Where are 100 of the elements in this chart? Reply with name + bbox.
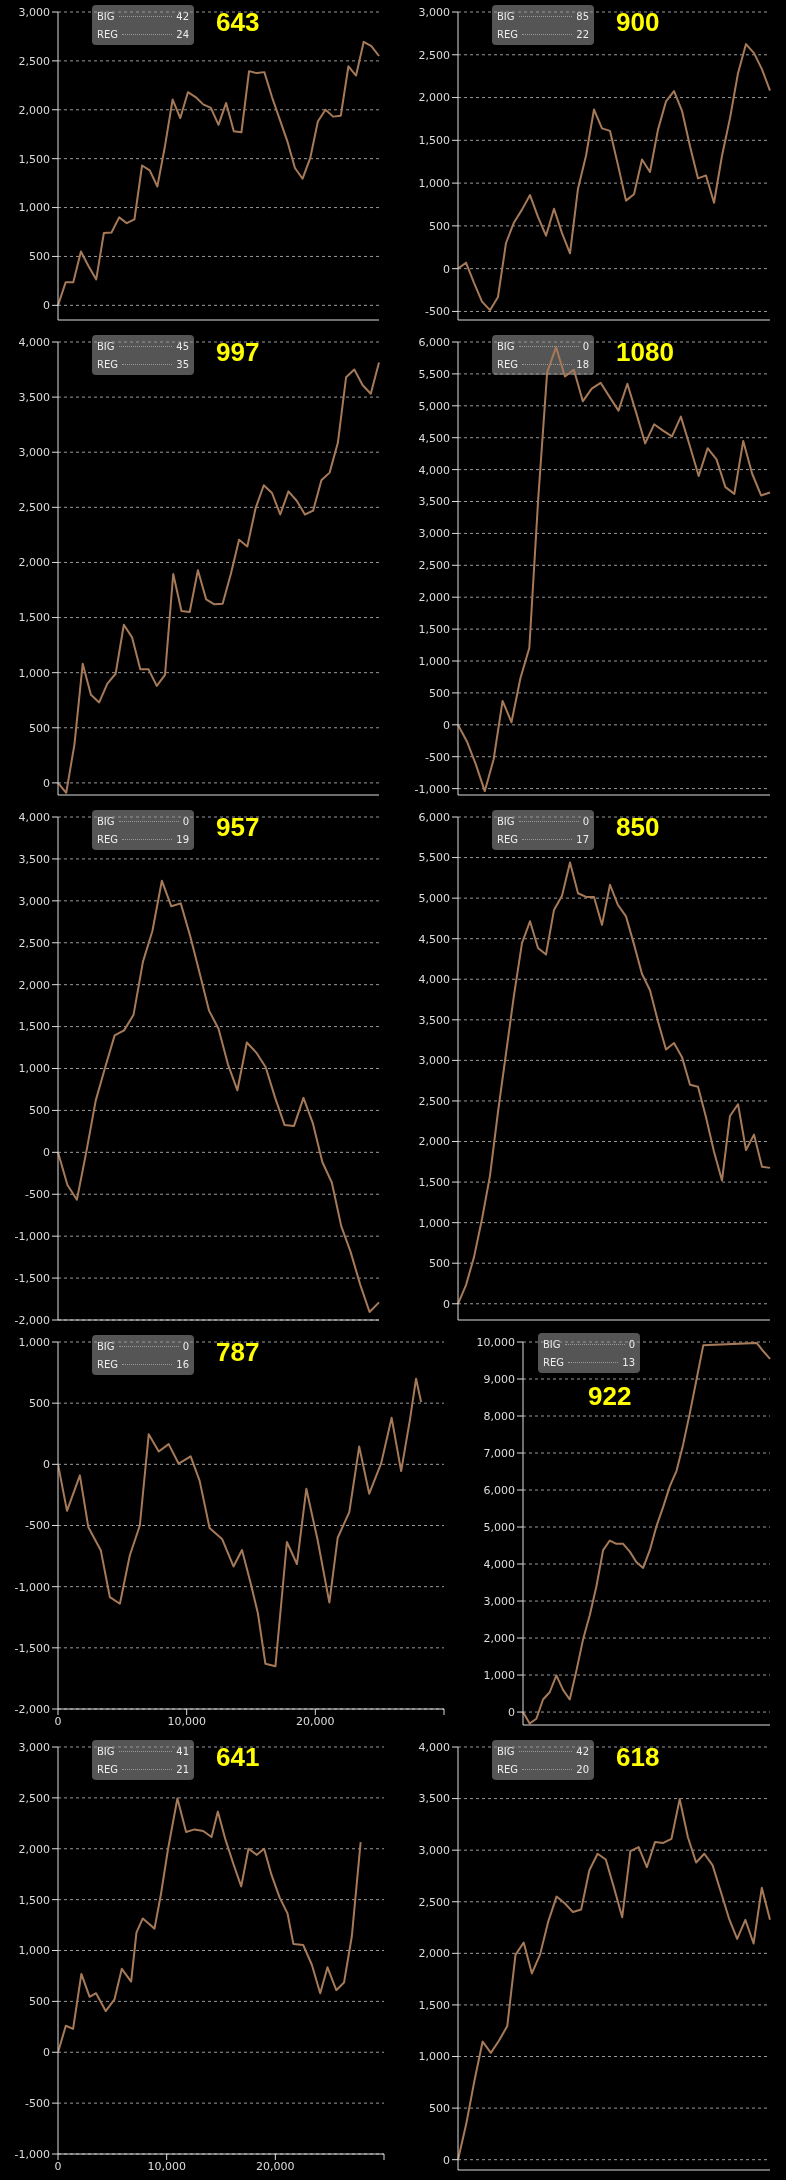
y-tick-label: 500	[429, 219, 450, 233]
y-tick-label: -1,000	[14, 1580, 50, 1594]
y-tick-label: 2,500	[18, 501, 50, 515]
y-tick-label: 2,000	[418, 91, 450, 105]
y-tick-label: 3,000	[418, 5, 450, 19]
annotation: 41	[176, 1745, 189, 1757]
annotation: 0	[582, 815, 589, 827]
y-tick-label: 0	[443, 262, 450, 276]
annotation: 900	[616, 6, 660, 39]
annotation: 0	[182, 1340, 189, 1352]
annotation: 19	[176, 833, 189, 845]
annotation: 22	[576, 28, 589, 40]
y-tick-label: 3,500	[18, 852, 50, 866]
x-tick-label: 10,000	[147, 2159, 186, 2173]
y-tick-label: 7,000	[483, 1446, 515, 1460]
y-tick-label: 3,000	[18, 1740, 50, 1754]
annotation: 42	[176, 10, 189, 22]
y-tick-label: 0	[43, 2046, 50, 2060]
annotation: 0	[628, 1338, 635, 1350]
y-tick-label: 0	[43, 1458, 50, 1472]
y-tick-label: 2,500	[418, 1094, 450, 1108]
y-tick-label: -2,000	[14, 1313, 50, 1327]
y-tick-label: 1,000	[18, 1062, 50, 1076]
y-tick-label: 9,000	[483, 1372, 515, 1386]
y-tick-label: 3,000	[418, 1844, 450, 1858]
y-tick-label: 2,500	[418, 48, 450, 62]
y-tick-label: 6,000	[483, 1483, 515, 1497]
y-tick-label: 500	[429, 2102, 450, 2115]
y-tick-label: 4,500	[418, 431, 450, 445]
y-tick-label: 1,500	[18, 1893, 50, 1907]
y-tick-label: 4,000	[483, 1557, 515, 1571]
annotation: 16	[176, 1358, 189, 1370]
y-tick-label: 2,500	[418, 1895, 450, 1909]
y-tick-label: 2,500	[18, 1791, 50, 1805]
annotation: 42	[576, 1745, 589, 1757]
annotation: 0	[182, 815, 189, 827]
annotation: REG	[97, 28, 119, 40]
annotation: REG	[97, 358, 119, 370]
y-tick-label: -1,000	[14, 2147, 50, 2161]
annotation: 641	[216, 1741, 260, 1774]
annotation: 21	[176, 1763, 189, 1775]
y-tick-label: 5,000	[418, 399, 450, 413]
y-tick-label: 1,000	[18, 1335, 50, 1349]
y-tick-label: 6,000	[418, 335, 450, 349]
y-tick-label: 3,500	[18, 391, 50, 405]
line-series	[457, 861, 771, 1305]
y-tick-label: 2,000	[418, 1947, 450, 1961]
y-tick-label: 8,000	[483, 1409, 515, 1423]
y-tick-label: 500	[29, 250, 50, 264]
annotation: 0	[582, 340, 589, 352]
y-tick-label: 5,500	[418, 851, 450, 865]
y-tick-label: 3,500	[418, 495, 450, 509]
annotation: REG	[497, 1763, 519, 1775]
y-tick-label: 1,500	[18, 611, 50, 625]
line-series	[58, 1377, 423, 1668]
y-tick-label: 0	[443, 718, 450, 732]
y-tick-label: 3,000	[18, 5, 50, 19]
y-tick-label: -500	[25, 2097, 50, 2111]
annotation: BIG	[497, 340, 515, 352]
annotation: 24	[176, 28, 189, 40]
annotation: 85	[576, 10, 589, 22]
annotation: 643	[216, 6, 260, 39]
annotation: 850	[616, 811, 660, 844]
annotation: REG	[497, 358, 519, 370]
annotation: 20	[576, 1763, 589, 1775]
y-tick-label: 0	[43, 776, 50, 790]
y-tick-label: -500	[425, 305, 450, 319]
y-tick-label: 10,000	[476, 1335, 515, 1349]
annotation: BIG	[97, 10, 115, 22]
y-tick-label: 4,000	[418, 1740, 450, 1754]
y-tick-label: 1,500	[18, 1020, 50, 1034]
annotation: REG	[497, 28, 519, 40]
y-tick-label: 1,000	[418, 2050, 450, 2064]
annotation: 1080	[616, 336, 674, 369]
annotation: 35	[176, 358, 189, 370]
y-tick-label: 500	[29, 1104, 50, 1118]
annotation: REG	[543, 1356, 565, 1368]
annotation: 13	[622, 1356, 635, 1368]
annotation: 957	[216, 811, 260, 844]
annotation: BIG	[543, 1338, 561, 1350]
y-tick-label: 3,500	[418, 1792, 450, 1806]
y-tick-label: 2,500	[18, 936, 50, 950]
y-tick-label: 3,500	[418, 1013, 450, 1027]
y-tick-label: -1,000	[14, 1230, 50, 1244]
line-series	[57, 40, 380, 307]
y-tick-label: 4,000	[418, 973, 450, 987]
line-series	[57, 879, 380, 1314]
y-tick-label: 3,000	[418, 1054, 450, 1068]
y-tick-label: 500	[29, 721, 50, 735]
x-tick-label: 20,000	[296, 1714, 335, 1728]
annotation: REG	[97, 833, 119, 845]
annotation: 18	[576, 358, 589, 370]
y-tick-label: 1,000	[18, 201, 50, 215]
y-tick-label: 2,000	[18, 556, 50, 570]
annotation: REG	[97, 1763, 119, 1775]
y-tick-label: 2,000	[418, 1135, 450, 1149]
y-tick-label: -1,000	[414, 782, 450, 796]
annotation: BIG	[497, 10, 515, 22]
line-series	[58, 1797, 362, 2054]
y-tick-label: 1,000	[18, 1944, 50, 1958]
